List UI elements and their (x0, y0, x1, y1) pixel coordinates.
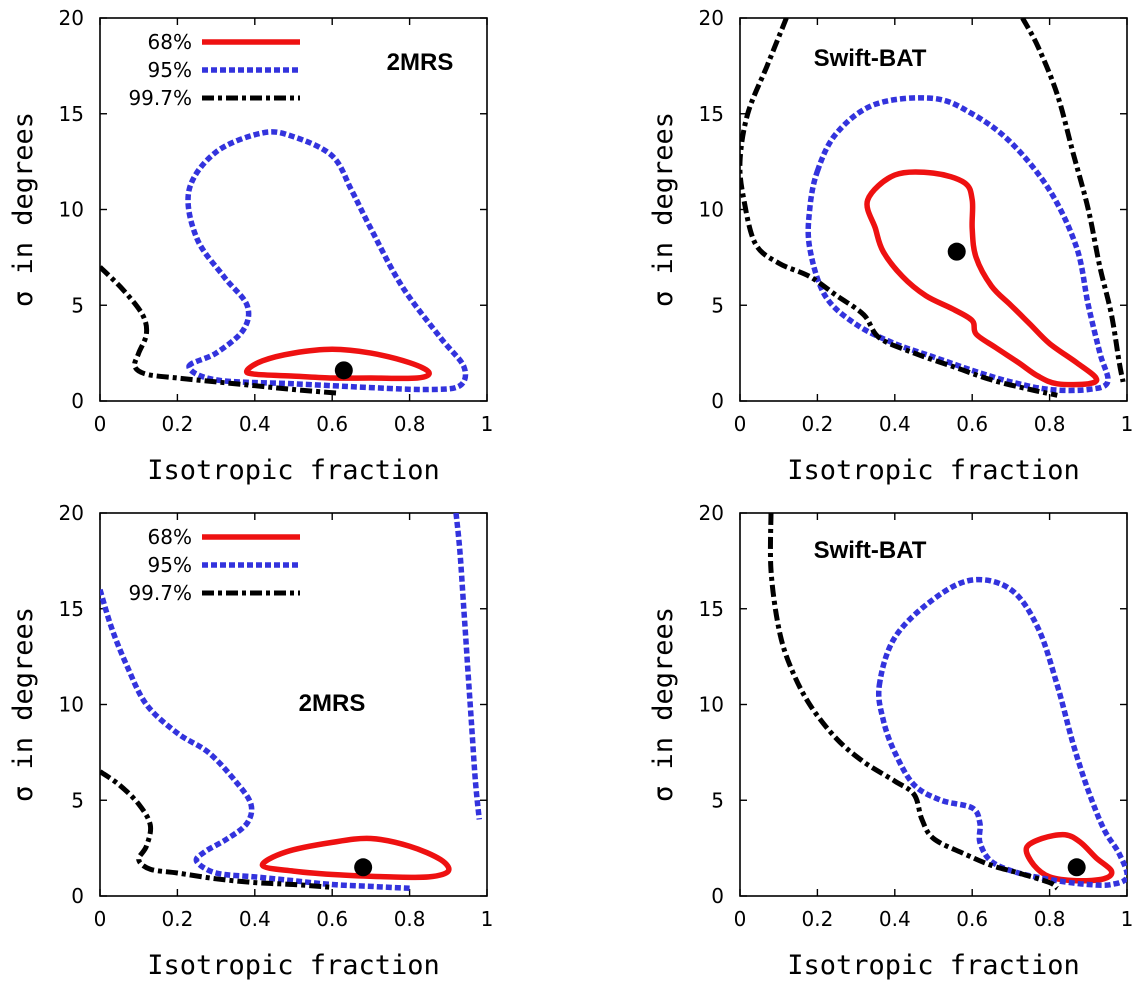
x-tick-label: 0.8 (1034, 907, 1066, 931)
legend-label: 95% (148, 58, 192, 82)
x-tick-label: 1 (481, 412, 494, 436)
contour-68 (1023, 831, 1115, 884)
legend-label: 95% (148, 553, 192, 577)
x-tick-label: 0 (94, 412, 107, 436)
contour-68 (259, 835, 452, 881)
contour-99-7 (740, 18, 1058, 398)
x-tick-label: 1 (481, 907, 494, 931)
y-axis-label: σ in degrees (648, 607, 679, 802)
contour-99-7 (100, 769, 333, 890)
y-tick-label: 5 (711, 293, 724, 317)
y-axis-label: σ in degrees (648, 112, 679, 307)
y-tick-label: 20 (699, 6, 724, 30)
y-tick-label: 15 (59, 102, 84, 126)
x-axis-label: Isotropic fraction (147, 950, 440, 981)
y-tick-label: 15 (699, 597, 724, 621)
legend: 68% 95% 99.7% (128, 525, 300, 605)
y-tick-label: 20 (699, 501, 724, 525)
y-tick-label: 5 (711, 788, 724, 812)
y-tick-label: 10 (699, 198, 724, 222)
panel-title: 2MRS (299, 690, 366, 717)
x-tick-label: 0 (734, 412, 747, 436)
contour-95 (875, 576, 1127, 888)
x-tick-label: 0.6 (316, 907, 348, 931)
y-tick-label: 5 (71, 788, 84, 812)
x-tick-label: 0.2 (801, 907, 833, 931)
x-tick-label: 0 (734, 907, 747, 931)
contour-99-7 (767, 513, 1059, 891)
x-tick-label: 0.6 (316, 412, 348, 436)
x-axis-label: Isotropic fraction (147, 455, 440, 486)
y-axis-label: σ in degrees (8, 607, 39, 802)
x-axis-label: Isotropic fraction (787, 455, 1080, 486)
y-tick-label: 10 (699, 693, 724, 717)
best-fit-point (334, 361, 353, 380)
x-tick-label: 0.8 (394, 907, 426, 931)
legend-label: 68% (148, 30, 192, 54)
x-tick-label: 0.8 (1034, 412, 1066, 436)
y-tick-label: 20 (59, 501, 84, 525)
plot-frame (739, 17, 1128, 402)
y-tick-label: 5 (71, 293, 84, 317)
y-tick-label: 0 (711, 389, 724, 413)
contour-99-7 (1020, 18, 1126, 383)
x-tick-label: 0.6 (956, 907, 988, 931)
x-tick-label: 0.2 (801, 412, 833, 436)
best-fit-point (947, 242, 966, 261)
y-tick-label: 20 (59, 6, 84, 30)
y-tick-label: 10 (59, 198, 84, 222)
legend-label: 99.7% (128, 581, 192, 605)
contour-95 (453, 513, 483, 820)
contour-95 (185, 129, 469, 393)
x-axis-label: Isotropic fraction (787, 950, 1080, 981)
x-tick-label: 0.6 (956, 412, 988, 436)
x-tick-label: 0.8 (394, 412, 426, 436)
best-fit-point (354, 858, 373, 877)
y-tick-label: 0 (711, 884, 724, 908)
panel-title: Swift-BAT (814, 45, 927, 72)
x-tick-label: 0 (94, 907, 107, 931)
panel-title: 2MRS (387, 49, 454, 76)
y-tick-label: 15 (59, 597, 84, 621)
contour-99-7 (100, 265, 341, 396)
x-tick-label: 0.2 (161, 907, 193, 931)
y-tick-label: 0 (71, 884, 84, 908)
y-tick-label: 15 (699, 102, 724, 126)
y-tick-label: 0 (71, 389, 84, 413)
panel-title: Swift-BAT (814, 537, 927, 564)
x-tick-label: 0.2 (161, 412, 193, 436)
x-tick-label: 0.4 (239, 412, 271, 436)
contour-68 (243, 346, 432, 382)
x-tick-label: 0.4 (239, 907, 271, 931)
best-fit-point (1067, 858, 1086, 877)
y-axis-label: σ in degrees (8, 112, 39, 307)
contour-95 (805, 95, 1111, 394)
legend-label: 68% (148, 525, 192, 549)
legend: 68% 95% 99.7% (128, 30, 300, 110)
contour-68 (864, 169, 1100, 388)
y-tick-label: 10 (59, 693, 84, 717)
x-tick-label: 0.4 (879, 412, 911, 436)
x-tick-label: 1 (1121, 907, 1134, 931)
x-tick-label: 0.4 (879, 907, 911, 931)
x-tick-label: 1 (1121, 412, 1134, 436)
legend-label: 99.7% (128, 86, 192, 110)
contour-95 (100, 588, 410, 892)
